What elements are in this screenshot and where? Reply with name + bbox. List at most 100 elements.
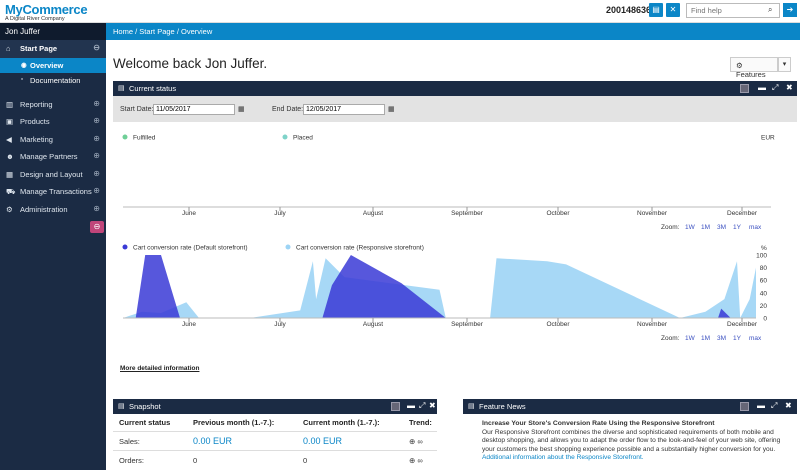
expand-icon[interactable]: ⊕: [93, 133, 100, 143]
table-header: Current status: [119, 418, 171, 427]
collapse-icon[interactable]: ⊖: [93, 43, 100, 52]
news-panel-header: ▤ Feature News ▬ ⤢ ✖: [463, 399, 797, 414]
maximize-icon[interactable]: ⤢: [771, 401, 778, 410]
panel-color-icon[interactable]: [740, 84, 749, 93]
panel-title: Snapshot: [129, 402, 161, 411]
zoom-option-3M[interactable]: 3M: [717, 224, 726, 231]
close-icon[interactable]: ✖: [786, 83, 793, 92]
users-icon: ☻: [6, 152, 14, 161]
zoom-option-1W[interactable]: 1W: [685, 224, 696, 231]
expand-icon[interactable]: ⊕: [93, 203, 100, 213]
sidebar-item-start-page[interactable]: ⌂ Start Page ⊖: [0, 40, 106, 58]
box-icon: ▣: [6, 117, 14, 126]
maximize-icon[interactable]: ⤢: [772, 83, 779, 92]
home-icon: ⌂: [6, 44, 11, 53]
panel-icon: ▤: [118, 403, 125, 410]
zoom-option-1M[interactable]: 1M: [701, 335, 710, 342]
sidebar-item-reporting[interactable]: ▥ Reporting ⊕: [0, 96, 106, 114]
breadcrumb-separator: /: [135, 27, 140, 36]
sidebar-item-administration[interactable]: ⚙ Administration ⊕: [0, 201, 106, 219]
table-header: Trend:: [409, 418, 432, 427]
close-icon[interactable]: ✖: [429, 401, 436, 410]
logo[interactable]: MyCommerce A Digital River Company: [5, 2, 88, 22]
search-icon[interactable]: ⌕: [768, 5, 773, 14]
breadcrumb-start-page[interactable]: Start Page: [139, 27, 175, 36]
news-link[interactable]: Additional information about the Respons…: [482, 454, 644, 462]
row-label: Orders:: [119, 456, 145, 465]
snapshot-table: Current status Previous month (1.-7.): C…: [113, 413, 437, 470]
minimize-icon[interactable]: ▬: [407, 401, 415, 410]
chart-area: Fulfilled Placed EUR June July August Septembe…: [113, 122, 797, 390]
trend-icon[interactable]: ⊕ ∞: [409, 456, 423, 465]
sidebar-item-label: Start Page: [20, 44, 58, 53]
expand-icon[interactable]: ⊕: [93, 98, 100, 108]
legend-entry: Fulfilled: [133, 135, 156, 142]
expand-icon[interactable]: ⊕: [93, 186, 100, 195]
search-input[interactable]: [686, 3, 780, 18]
calendar-icon[interactable]: ▦: [388, 106, 395, 113]
end-date-input[interactable]: [303, 104, 385, 115]
features-dropdown-icon[interactable]: ▾: [778, 57, 791, 72]
features-button[interactable]: ⚙ Features: [730, 57, 778, 79]
breadcrumb-home[interactable]: Home: [113, 27, 134, 36]
legend-entry: Cart conversion rate (Default storefront…: [133, 245, 248, 252]
legend-entry: Cart conversion rate (Responsive storefr…: [296, 245, 424, 252]
sidebar-item-label: Manage Partners: [20, 152, 78, 161]
x-tick-label: July: [274, 321, 286, 328]
logout-icon[interactable]: ➔: [783, 3, 797, 17]
panel-color-icon[interactable]: [740, 402, 749, 411]
x-tick-label: July: [274, 210, 286, 217]
features-label: Features: [736, 70, 766, 79]
x-tick-label: August: [363, 321, 383, 328]
sidebar-item-products[interactable]: ▣ Products ⊕: [0, 113, 106, 131]
calendar-icon[interactable]: ▦: [238, 106, 245, 113]
zoom-option-max[interactable]: max: [749, 335, 762, 342]
unit-label: EUR: [761, 135, 775, 142]
sidebar-subitem-documentation[interactable]: ▫ Documentation: [0, 73, 106, 88]
close-icon[interactable]: ✖: [785, 401, 792, 410]
panel-icon: ▤: [118, 85, 125, 92]
zoom-option-1W[interactable]: 1W: [685, 335, 696, 342]
table-row: Sales: 0.00 EUR 0.00 EUR ⊕ ∞: [113, 432, 437, 451]
more-info-link[interactable]: More detailed information: [120, 365, 200, 372]
maximize-icon[interactable]: ⤢: [419, 401, 426, 410]
sidebar-item-label: Manage Transactions: [20, 187, 92, 196]
zoom-option-1M[interactable]: 1M: [701, 224, 710, 231]
panel-color-icon[interactable]: [391, 402, 400, 411]
sidebar-item-label: Marketing: [20, 134, 53, 144]
minimize-icon[interactable]: ▬: [757, 401, 765, 410]
zoom-option-1Y[interactable]: 1Y: [733, 335, 742, 342]
cart-icon: ⛟: [6, 187, 16, 196]
fullscreen-icon[interactable]: ✕: [666, 3, 680, 17]
minimize-icon[interactable]: ▬: [758, 83, 766, 92]
page-title: Welcome back Jon Juffer.: [113, 56, 268, 71]
expand-icon[interactable]: ⊕: [93, 116, 100, 125]
sidebar-item-marketing[interactable]: ◀ Marketing ⊕: [0, 131, 106, 149]
expand-icon[interactable]: ⊕: [93, 151, 100, 160]
zoom-option-max[interactable]: max: [749, 224, 762, 231]
series-area-responsive-storefront: [123, 258, 756, 318]
sidebar-item-manage-transactions[interactable]: ⛟ Manage Transactions ⊕: [0, 183, 106, 201]
y-tick-label: 60: [760, 278, 768, 285]
sidebar-item-design-layout[interactable]: ▦ Design and Layout ⊕: [0, 166, 106, 184]
y-tick-label: 80: [760, 265, 768, 272]
expand-icon[interactable]: ⊕: [93, 168, 100, 178]
sidebar-item-manage-partners[interactable]: ☻ Manage Partners ⊕: [0, 148, 106, 166]
sidebar-subitem-overview[interactable]: ◉ Overview: [0, 57, 106, 73]
trend-icon[interactable]: ⊕ ∞: [409, 437, 423, 446]
zoom-option-1Y[interactable]: 1Y: [733, 224, 742, 231]
row-value: 0.00 EUR: [193, 436, 233, 446]
start-date-input[interactable]: [153, 104, 235, 115]
sidebar-item-label: Administration: [20, 204, 68, 214]
table-header: Previous month (1.-7.):: [193, 418, 275, 427]
table-row: Orders: 0 0 ⊕ ∞: [113, 451, 437, 470]
sidebar-item-label: Reporting: [20, 99, 53, 109]
y-tick-label: 100: [756, 253, 767, 260]
sidebar-toggle-icon[interactable]: ⊖: [90, 221, 104, 233]
x-tick-label: October: [546, 321, 570, 328]
book-icon[interactable]: ▤: [649, 3, 663, 17]
zoom-option-3M[interactable]: 3M: [717, 335, 726, 342]
legend-marker: [282, 134, 288, 140]
layout-icon: ▦: [6, 169, 14, 179]
legend-marker: [285, 244, 291, 250]
